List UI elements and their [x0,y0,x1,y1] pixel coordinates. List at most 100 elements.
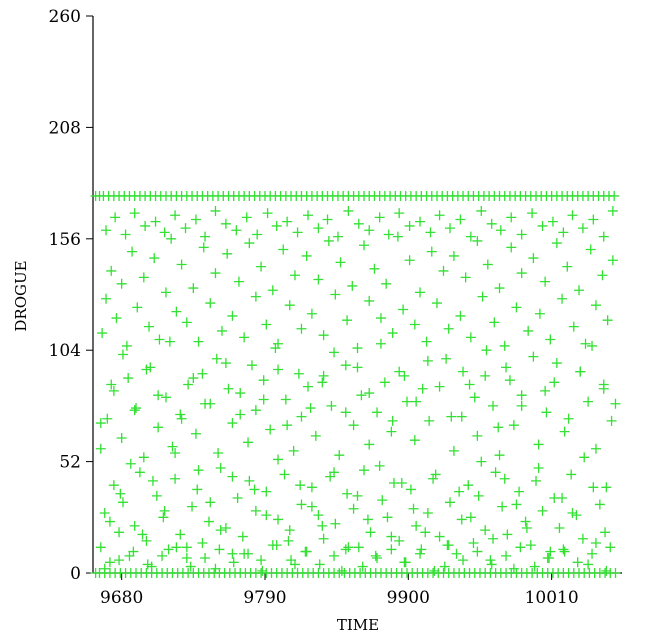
data-point [400,557,411,568]
data-point [465,512,476,523]
data-point [392,231,403,242]
data-point [193,336,204,347]
data-point [394,535,405,546]
data-point [117,497,128,508]
data-point [601,482,612,493]
data-point [545,334,556,345]
data-point [486,218,497,229]
data-point [583,559,594,570]
data-point [108,385,119,396]
y-tick-label: 0 [70,564,81,584]
data-point [130,403,141,414]
data-point [284,300,295,311]
data-point [256,555,267,566]
data-point [335,257,346,268]
data-point [481,345,492,356]
data-point [607,205,618,216]
data-point [587,548,598,559]
data-point [110,212,121,223]
data-point [563,413,574,424]
data-point [434,210,445,221]
data-point [166,233,177,244]
data-point [227,548,238,559]
data-point [147,475,158,486]
data-point [151,490,162,501]
data-point [476,456,487,467]
data-point [288,445,299,456]
data-point [508,563,519,574]
data-point [228,557,239,568]
data-point [141,535,152,546]
data-point [482,259,493,270]
data-point [95,542,106,553]
data-point [227,310,238,321]
data-point [108,480,119,491]
data-point [424,415,435,426]
data-point [375,313,386,324]
data-point [494,283,505,294]
data-point [580,338,591,349]
data-point [222,248,233,259]
data-point [322,214,333,225]
data-point [387,415,398,426]
data-point [340,360,351,371]
data-point [216,325,227,336]
data-point [567,508,578,519]
data-point [323,235,334,246]
data-point [541,407,552,418]
data-point [441,353,452,364]
x-tick-label: 9680 [100,588,143,608]
data-point [364,295,375,306]
data-point [101,293,112,304]
data-point [568,321,579,332]
data-point [214,544,225,555]
data-point [544,553,555,564]
data-point [267,285,278,296]
data-point [488,533,499,544]
data-point [313,510,324,521]
data-point [300,546,311,557]
data-point [458,555,469,566]
data-point [572,557,583,568]
data-point [387,328,398,339]
data-point [415,548,426,559]
data-point [501,550,512,561]
data-point [278,244,289,255]
data-point [142,559,153,570]
data-point [353,542,364,553]
x-ticks: 9680 9790 9900 10010 [100,573,579,608]
data-point [448,250,459,261]
data-point [132,302,143,313]
data-point [455,214,466,225]
data-point [372,553,383,564]
data-point [340,407,351,418]
data-point [531,475,542,486]
data-point [454,486,465,497]
data-point [200,553,211,564]
data-point [282,420,293,431]
data-point [163,544,174,555]
data-point [559,546,570,557]
data-point [473,490,484,501]
data-point [140,220,151,231]
data-point [205,497,216,508]
data-point [244,238,255,249]
x-tick-label: 9900 [387,588,430,608]
data-point [540,385,551,396]
data-point [318,330,329,341]
data-point [302,210,313,221]
data-point [159,505,170,516]
data-point [99,508,110,519]
data-point [520,516,531,527]
data-point [318,533,329,544]
data-point [95,418,106,429]
data-point [472,430,483,441]
data-point [534,308,545,319]
data-point [521,523,532,534]
data-point [605,542,616,553]
data-point [273,338,284,349]
data-point [170,210,181,221]
data-point [241,212,252,223]
data-point [198,242,209,253]
